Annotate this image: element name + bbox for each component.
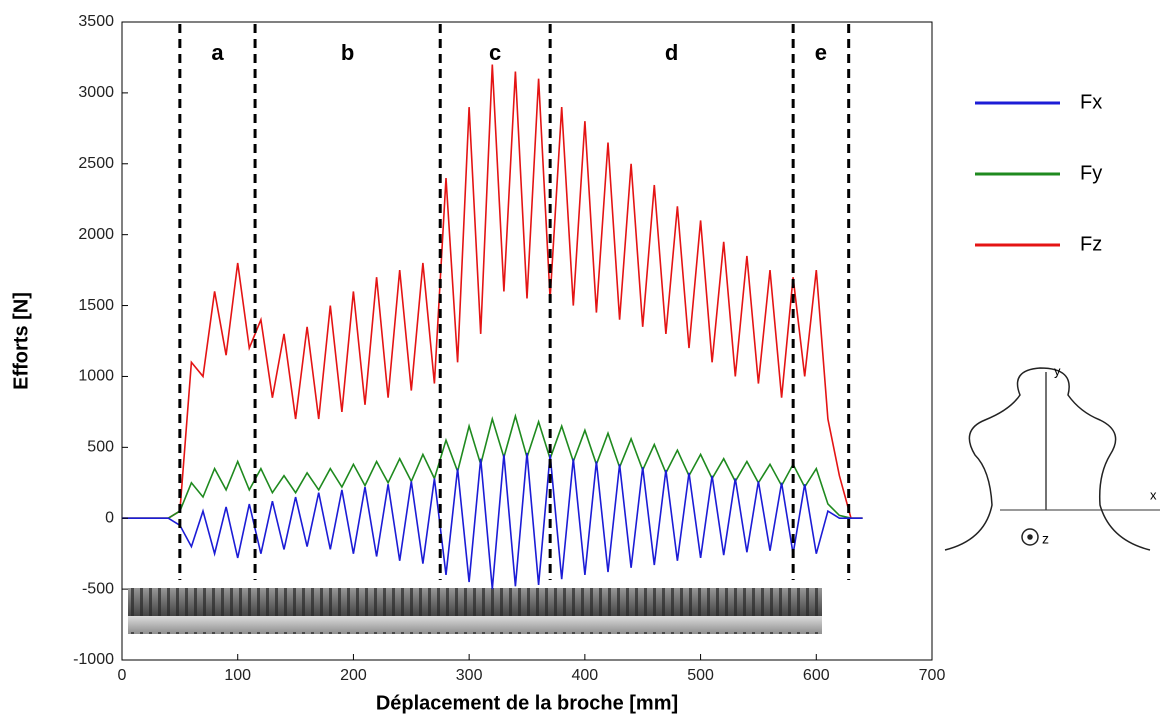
y-tick-label: 3500 bbox=[78, 13, 114, 30]
y-tick-label: 1500 bbox=[78, 297, 114, 314]
zone-label: b bbox=[341, 40, 354, 65]
inset-z-dot bbox=[1027, 534, 1033, 540]
y-tick-label: -1000 bbox=[73, 651, 114, 668]
inset-z-circle bbox=[1021, 528, 1039, 546]
y-tick-label: 2500 bbox=[78, 155, 114, 172]
legend-label: Fy bbox=[1080, 162, 1102, 184]
x-tick-label: 500 bbox=[687, 667, 714, 684]
inset-z-label: z bbox=[1042, 531, 1049, 547]
y-tick-label: -500 bbox=[82, 580, 114, 597]
y-tick-label: 1000 bbox=[78, 368, 114, 385]
x-tick-label: 0 bbox=[118, 667, 127, 684]
inset-y-label: y bbox=[1054, 363, 1061, 378]
y-tick-label: 0 bbox=[105, 509, 114, 526]
inset-profile bbox=[944, 367, 1151, 551]
series-line bbox=[122, 452, 863, 590]
zone-label: e bbox=[815, 40, 827, 65]
x-tick-label: 200 bbox=[340, 667, 367, 684]
x-tick-label: 100 bbox=[224, 667, 251, 684]
x-tick-label: 300 bbox=[456, 667, 483, 684]
zone-label: d bbox=[665, 40, 678, 65]
plot-frame bbox=[121, 21, 933, 661]
y-tick-label: 500 bbox=[87, 439, 114, 456]
legend-label: Fz bbox=[1080, 233, 1102, 255]
series-line bbox=[122, 64, 863, 520]
legend: Fx Fy Fz bbox=[975, 91, 1102, 255]
x-axis-label: Déplacement de la broche [mm] bbox=[376, 692, 678, 714]
y-tick-label: 2000 bbox=[78, 226, 114, 243]
x-tick-label: 600 bbox=[803, 667, 830, 684]
legend-label: Fx bbox=[1080, 91, 1102, 113]
series-line bbox=[122, 413, 863, 520]
inset-diagram bbox=[944, 367, 1160, 551]
rack-photo bbox=[128, 588, 822, 634]
y-axis-label: Efforts [N] bbox=[10, 292, 32, 390]
plot-area bbox=[122, 64, 863, 590]
inset-x-label: x bbox=[1150, 487, 1157, 502]
zone-label: c bbox=[489, 40, 501, 65]
zone-label: a bbox=[211, 40, 224, 65]
y-tick-label: 3000 bbox=[78, 84, 114, 101]
x-tick-label: 700 bbox=[919, 667, 946, 684]
x-tick-label: 400 bbox=[572, 667, 599, 684]
